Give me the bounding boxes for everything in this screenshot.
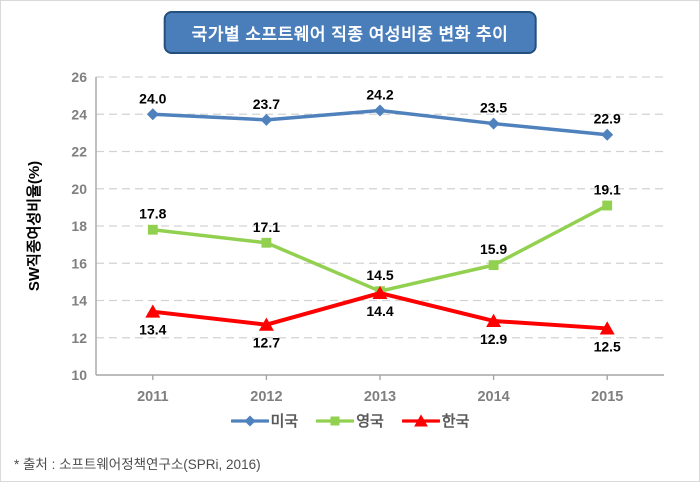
legend-square-icon (316, 415, 355, 426)
data-label-korea: 14.4 (366, 303, 393, 319)
data-label-usa: 22.9 (594, 111, 621, 127)
chart-title: 국가별 소프트웨어 직종 여성비중 변화 추이 (163, 11, 537, 54)
data-label-uk: 17.8 (139, 206, 166, 222)
legend-label-korea: 한국 (441, 413, 470, 430)
y-tick-label: 22 (71, 144, 87, 160)
data-label-korea: 13.4 (139, 322, 166, 338)
diamond-marker-usa (601, 128, 614, 141)
data-label-uk: 14.5 (366, 267, 393, 283)
source-note: * 출처 : 소프트웨어정책연구소(SPRi, 2016) (14, 457, 261, 472)
legend-marker-korea (413, 413, 428, 426)
y-tick-label: 16 (71, 255, 87, 271)
square-marker-uk (147, 224, 158, 235)
x-tick-label: 2012 (250, 389, 282, 405)
square-marker-uk (602, 200, 613, 211)
data-label-usa: 24.2 (366, 87, 393, 103)
y-tick-label: 18 (71, 218, 87, 234)
square-marker-uk (261, 237, 272, 248)
data-label-uk: 17.1 (253, 219, 280, 235)
legend-marker-usa (244, 415, 256, 426)
triangle-marker-korea (599, 321, 615, 335)
data-label-korea: 12.7 (253, 335, 280, 351)
triangle-marker-korea (486, 313, 502, 327)
data-label-uk: 19.1 (594, 182, 621, 198)
y-tick-label: 20 (71, 181, 87, 197)
diamond-marker-usa (260, 113, 273, 126)
legend-diamond-icon (230, 415, 269, 426)
diamond-marker-usa (146, 108, 159, 121)
diamond-marker-usa (374, 104, 386, 117)
triangle-marker-korea (258, 317, 274, 331)
legend: 미국 영국 한국 (1, 410, 699, 431)
legend-item-korea: 한국 (401, 410, 470, 431)
legend-item-uk: 영국 (316, 410, 384, 431)
data-label-korea: 12.9 (480, 331, 507, 347)
x-tick-label: 2011 (137, 389, 168, 405)
y-tick-label: 24 (71, 106, 87, 122)
x-tick-label: 2013 (364, 389, 396, 405)
x-tick-label: 2015 (591, 389, 623, 405)
y-axis-title: SW직종여성비율(%) (25, 161, 43, 291)
legend-label-uk: 영국 (356, 413, 384, 430)
legend-marker-uk (330, 415, 340, 426)
y-tick-label: 10 (71, 367, 87, 383)
legend-label-usa: 미국 (270, 413, 299, 430)
legend-item-usa: 미국 (230, 410, 299, 431)
y-tick-label: 26 (71, 69, 87, 85)
y-tick-label: 14 (71, 293, 87, 309)
legend-triangle-icon (401, 413, 440, 426)
x-tick-label: 2014 (477, 389, 509, 405)
data-label-uk: 15.9 (480, 241, 507, 257)
data-label-usa: 24.0 (139, 90, 166, 106)
diamond-marker-usa (487, 117, 500, 130)
square-marker-uk (488, 260, 499, 271)
data-label-korea: 12.5 (594, 338, 621, 354)
triangle-marker-korea (145, 304, 161, 318)
y-tick-label: 12 (71, 330, 87, 346)
data-label-usa: 23.5 (480, 100, 507, 116)
data-label-usa: 23.7 (253, 96, 280, 112)
triangle-marker-korea (372, 285, 388, 300)
